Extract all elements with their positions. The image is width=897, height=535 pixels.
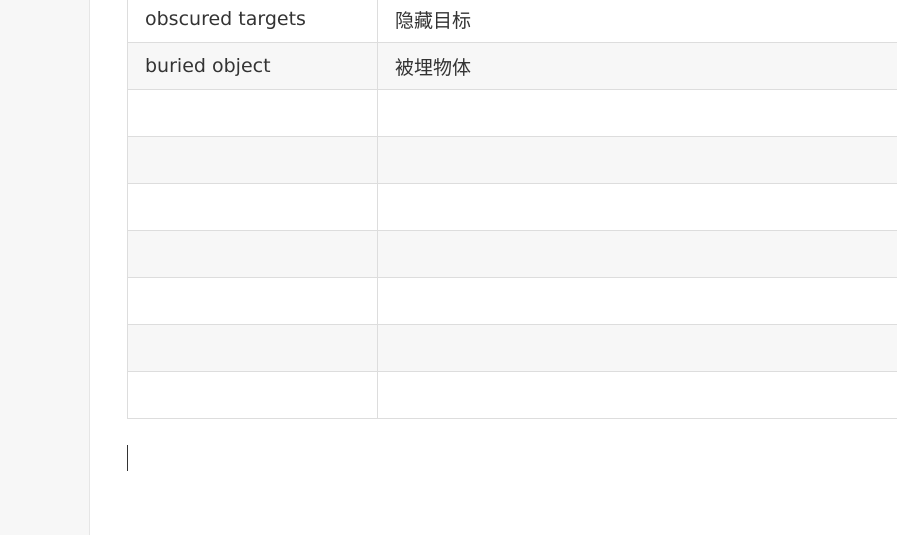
table-cell-chinese[interactable] xyxy=(377,324,897,372)
table-row xyxy=(127,371,897,419)
table-cell-chinese[interactable] xyxy=(377,277,897,325)
table-cell-english[interactable] xyxy=(127,136,378,184)
editor-canvas[interactable]: obscured targets 隐藏目标 buried object 被埋物体 xyxy=(90,0,897,535)
table-cell-chinese[interactable] xyxy=(377,183,897,231)
table-row xyxy=(127,230,897,278)
table-row xyxy=(127,277,897,325)
text-caret xyxy=(127,445,128,471)
table-row: buried object 被埋物体 xyxy=(127,42,897,90)
table-cell-english[interactable] xyxy=(127,230,378,278)
table-cell-chinese[interactable] xyxy=(377,89,897,137)
table-cell-chinese[interactable] xyxy=(377,230,897,278)
table-row xyxy=(127,89,897,137)
table-cell-chinese[interactable]: 被埋物体 xyxy=(377,42,897,90)
table-cell-english[interactable]: buried object xyxy=(127,42,378,90)
table-cell-english[interactable] xyxy=(127,371,378,419)
table-cell-chinese[interactable] xyxy=(377,136,897,184)
left-margin-panel xyxy=(0,0,90,535)
table-cell-english[interactable]: obscured targets xyxy=(127,0,378,43)
table-cell-chinese[interactable]: 隐藏目标 xyxy=(377,0,897,43)
table-cell-english[interactable] xyxy=(127,183,378,231)
table-cell-english[interactable] xyxy=(127,324,378,372)
table-row xyxy=(127,324,897,372)
table-cell-english[interactable] xyxy=(127,277,378,325)
table-cell-chinese[interactable] xyxy=(377,371,897,419)
table-row xyxy=(127,136,897,184)
table-row: obscured targets 隐藏目标 xyxy=(127,0,897,43)
table-row xyxy=(127,183,897,231)
glossary-table: obscured targets 隐藏目标 buried object 被埋物体 xyxy=(127,0,897,419)
table-cell-english[interactable] xyxy=(127,89,378,137)
